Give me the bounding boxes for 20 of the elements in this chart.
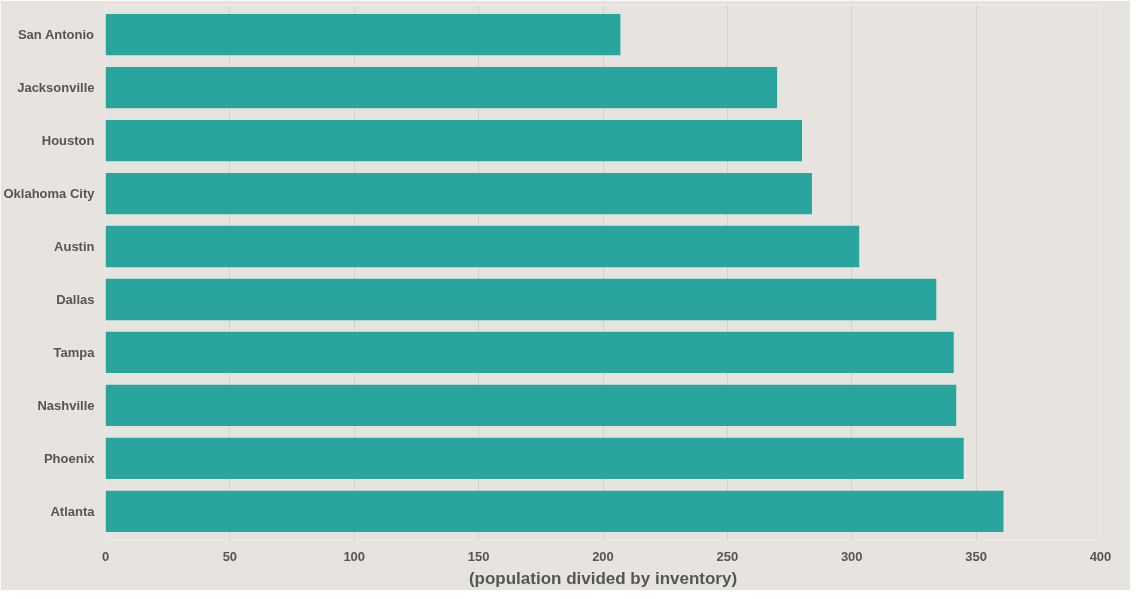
x-tick-label: 50 bbox=[222, 548, 238, 564]
y-tick-label: Austin bbox=[54, 239, 95, 255]
x-axis-title: (population divided by inventory) bbox=[468, 568, 738, 588]
y-tick-label: Nashville bbox=[37, 397, 95, 413]
y-tick-label: San Antonio bbox=[17, 27, 95, 43]
x-tick-label: 350 bbox=[965, 548, 987, 564]
x-tick-label: 100 bbox=[343, 548, 366, 564]
y-tick-label: Oklahoma City bbox=[3, 186, 96, 202]
y-tick-label: Phoenix bbox=[43, 450, 96, 466]
x-tick-label: 200 bbox=[592, 548, 614, 564]
y-tick-label: Atlanta bbox=[50, 503, 96, 519]
x-tick-label: 250 bbox=[716, 548, 739, 564]
x-tick-label: 150 bbox=[467, 548, 490, 564]
y-tick-label: Dallas bbox=[56, 291, 95, 307]
y-tick-label: Jacksonville bbox=[17, 80, 95, 96]
y-tick-label: Tampa bbox=[53, 344, 96, 360]
x-tick-label: 0 bbox=[101, 548, 110, 564]
x-tick-label: 400 bbox=[1089, 548, 1112, 564]
x-tick-label: 300 bbox=[840, 548, 863, 564]
y-tick-label: Houston bbox=[41, 133, 95, 149]
